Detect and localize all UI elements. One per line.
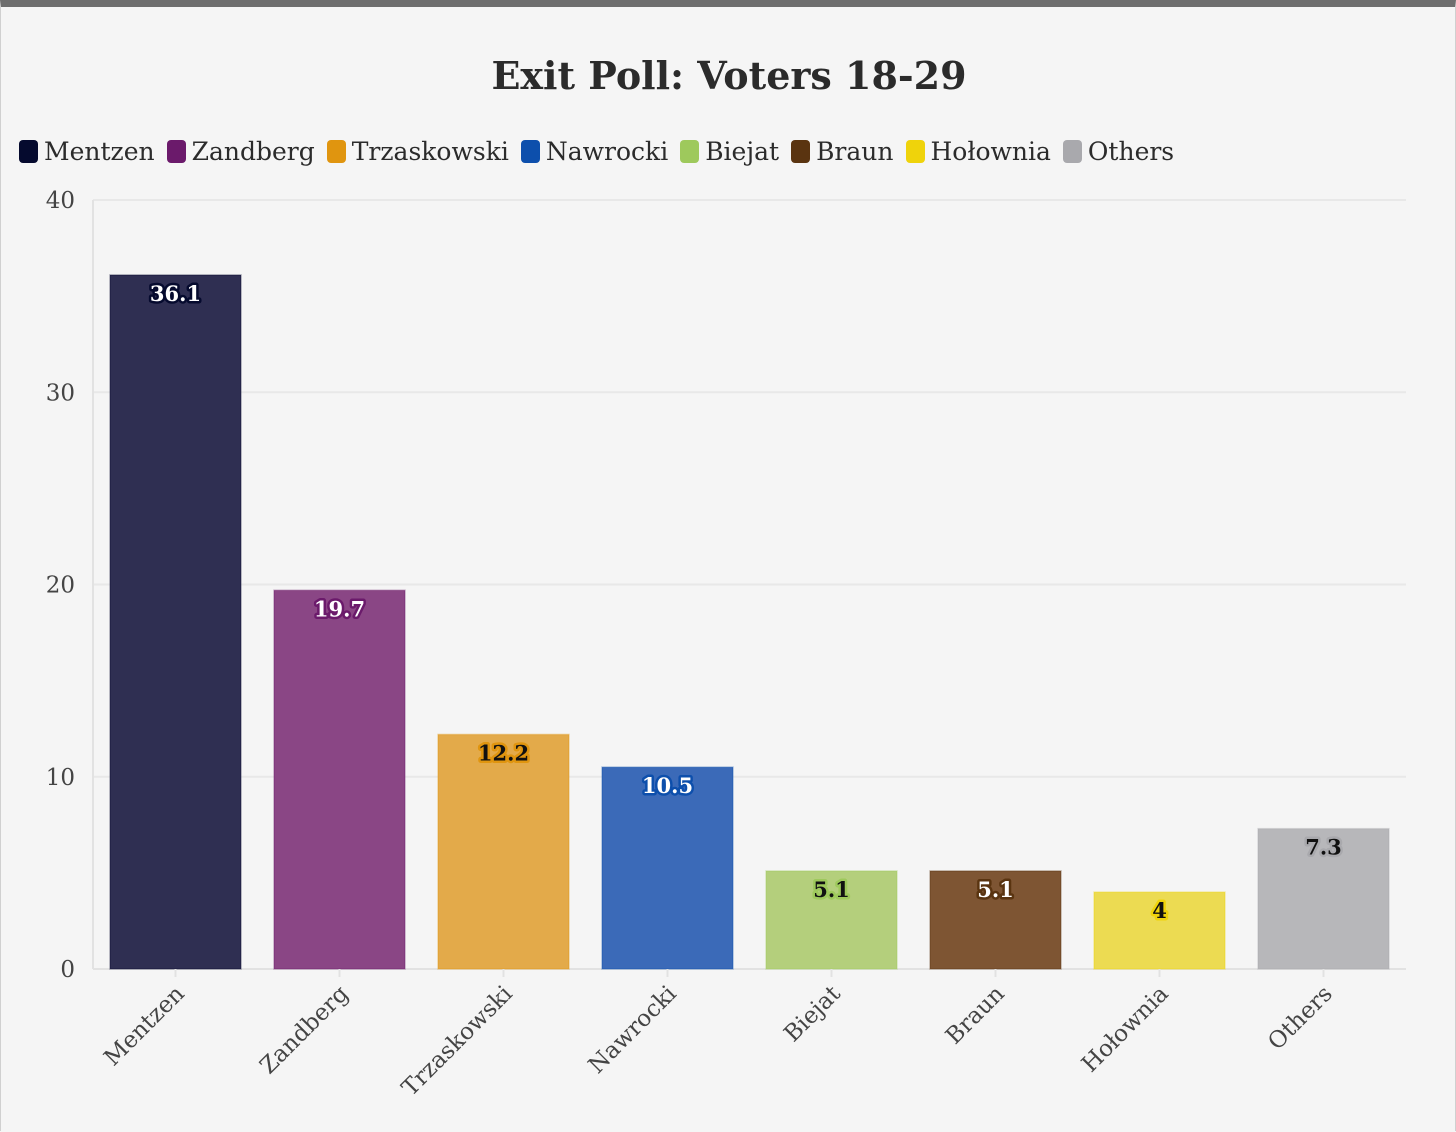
legend-label: Zandberg: [191, 136, 315, 166]
bar-value-label: 4: [1152, 898, 1167, 923]
legend-swatch: [791, 139, 811, 163]
bar: [1257, 827, 1390, 970]
x-tick-label: Braun: [941, 981, 1010, 1050]
legend-swatch: [905, 139, 925, 163]
legend-swatch: [19, 139, 38, 163]
bar-value-label: 19.7: [314, 596, 365, 621]
bar: [601, 766, 734, 970]
legend-label: Mentzen: [44, 136, 155, 166]
legend: Mentzen Zandberg Trzaskowski Nawrocki Biejat…: [19, 133, 1186, 169]
legend-item[interactable]: Mentzen: [19, 137, 155, 166]
legend-item[interactable]: Biejat: [680, 137, 779, 166]
bar-value-label: 36.1: [150, 281, 201, 306]
legend-item[interactable]: Zandberg: [166, 136, 315, 166]
legend-item[interactable]: Hołownia: [905, 136, 1051, 166]
x-tick-label: Others: [1263, 981, 1337, 1055]
bar: [109, 274, 242, 970]
legend-swatch: [680, 139, 700, 163]
y-tick-label: 10: [46, 765, 75, 791]
bar: [437, 733, 570, 970]
legend-item[interactable]: Others: [1062, 136, 1175, 166]
bar: [273, 589, 406, 970]
legend-label: Others: [1087, 136, 1175, 166]
legend-label: Biejat: [705, 136, 780, 166]
y-tick-label: 40: [46, 188, 75, 214]
y-tick-label: 30: [46, 380, 75, 406]
x-tick-label: Biejat: [779, 980, 846, 1047]
x-tick-label: Trzaskowski: [397, 981, 518, 1102]
x-tick-label: Nawrocki: [584, 981, 682, 1079]
legend-swatch: [326, 139, 346, 163]
bar-value-label: 5.1: [977, 877, 1014, 902]
bar: [1093, 891, 1226, 970]
chart-title: Exit Poll: Voters 18-29: [491, 53, 967, 98]
legend-label: Braun: [816, 136, 894, 166]
legend-item[interactable]: Trzaskowski: [326, 136, 509, 166]
bar-value-label: 12.2: [478, 740, 529, 765]
bar: [765, 870, 898, 970]
bar-chart: 0 10 20 30 40 36.1 Mentzen 19.7 Zandberg 12.2 Trza…: [46, 188, 1406, 1102]
legend-item[interactable]: Braun: [791, 136, 894, 166]
x-tick-label: Mentzen: [99, 981, 189, 1071]
legend-label: Hołownia: [930, 136, 1051, 166]
x-tick-label: Zandberg: [255, 981, 354, 1080]
legend-swatch: [1062, 139, 1082, 163]
bar-value-label: 10.5: [642, 773, 693, 798]
y-tick-label: 0: [60, 957, 75, 983]
bar-value-label: 5.1: [813, 877, 850, 902]
x-tick-label: Hołownia: [1077, 981, 1174, 1078]
legend-label: Trzaskowski: [351, 136, 509, 166]
bar-value-label: 7.3: [1305, 835, 1342, 860]
legend-swatch: [520, 139, 540, 163]
legend-swatch: [166, 139, 186, 163]
legend-item[interactable]: Nawrocki: [520, 136, 669, 166]
y-tick-label: 20: [46, 573, 75, 599]
legend-label: Nawrocki: [545, 136, 669, 166]
